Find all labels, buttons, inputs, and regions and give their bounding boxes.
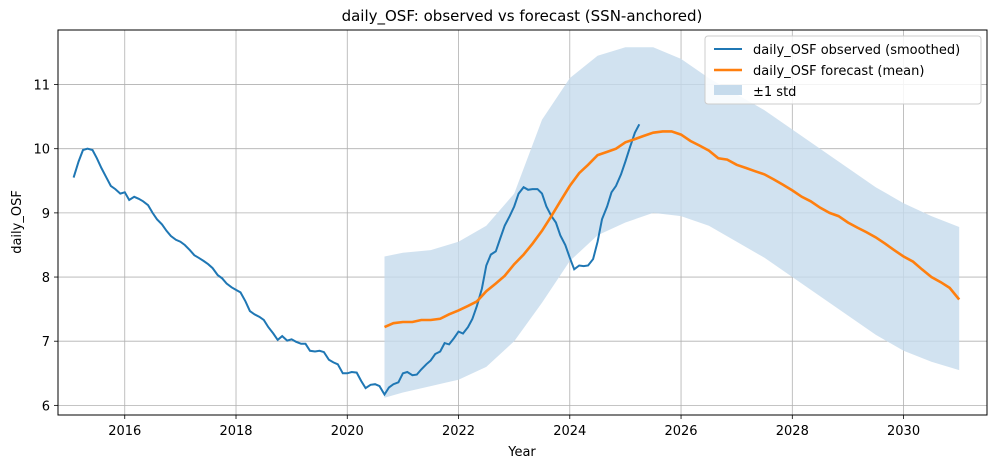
x-tick-label: 2024 — [553, 424, 586, 439]
x-tick-label: 2016 — [108, 424, 141, 439]
std-band — [384, 47, 960, 398]
legend-label-forecast: daily_OSF forecast (mean) — [753, 64, 924, 79]
forecast-line — [383, 130, 961, 329]
legend-label-observed: daily_OSF observed (smoothed) — [753, 43, 960, 58]
x-tick-label: 2020 — [331, 424, 364, 439]
y-axis: 6 7 8 9 10 11 — [33, 79, 58, 414]
x-tick-label: 2028 — [776, 424, 809, 439]
x-axis-label: Year — [507, 445, 536, 460]
y-tick-label: 11 — [33, 79, 50, 94]
chart-title: daily_OSF: observed vs forecast (SSN-anc… — [342, 7, 703, 26]
x-axis: 2016 2018 2020 2022 2024 2026 2028 2030 — [108, 415, 920, 439]
y-tick-label: 9 — [42, 207, 50, 222]
legend-box — [704, 35, 982, 105]
x-tick-label: 2026 — [664, 424, 697, 439]
observed-line — [72, 123, 641, 397]
x-tick-label: 2030 — [887, 424, 920, 439]
legend-swatch-band — [714, 85, 742, 95]
y-tick-label: 8 — [42, 271, 50, 286]
y-axis-label: daily_OSF — [10, 190, 25, 254]
legend-label-band: ±1 std — [753, 85, 796, 100]
y-tick-label: 6 — [42, 399, 50, 414]
x-tick-label: 2022 — [442, 424, 475, 439]
x-tick-label: 2018 — [219, 424, 252, 439]
legend: daily_OSF observed (smoothed) daily_OSF … — [704, 35, 982, 105]
plot-frame — [57, 29, 988, 416]
y-tick-label: 7 — [42, 335, 50, 350]
y-tick-label: 10 — [33, 143, 50, 158]
